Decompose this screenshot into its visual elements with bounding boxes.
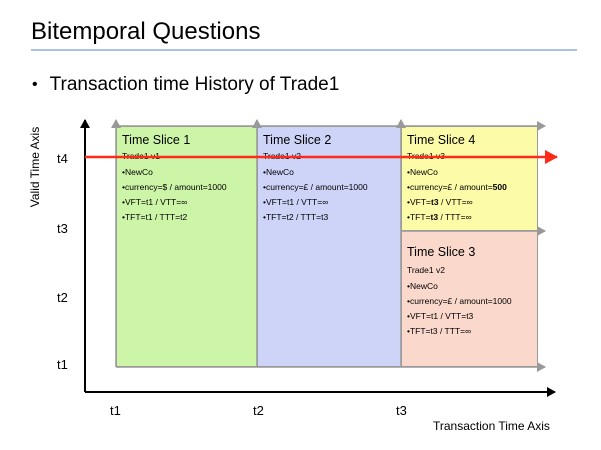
time-slice-4-bold: t3 [430, 212, 439, 222]
x-axis-label: Transaction Time Axis [433, 419, 550, 433]
time-slice-3-line: currency=£ / amount=1000 [407, 294, 537, 309]
time-slice-3-line: VFT=t1 / VTT=t3 [407, 309, 537, 324]
time-slice-2-line: NewCo [263, 165, 401, 180]
time-slice-3-line: NewCo [407, 279, 537, 294]
y-tick-t2: t2 [57, 290, 68, 305]
x-tick-t1: t1 [110, 403, 121, 418]
time-slice-1-line: NewCo [122, 165, 257, 180]
time-slice-4-text: VFT= [409, 197, 432, 207]
time-slice-4-text: / VTT=∞ [438, 197, 473, 207]
time-slice-1: Time Slice 1 Trade1 v1 NewCo currency=$ … [116, 126, 258, 367]
bullet-text: Transaction time History of Trade1 [49, 74, 340, 95]
time-slice-1-line: TFT=t1 / TTT=t2 [122, 210, 257, 225]
time-slice-2-line: VFT=t1 / VTT=∞ [263, 195, 401, 210]
time-slice-1-line: VFT=t1 / VTT=∞ [122, 195, 257, 210]
time-slice-4-line: TFT=t3 / TTT=∞ [407, 210, 537, 225]
time-slice-3-line: TFT=t3 / TTT=∞ [407, 324, 537, 339]
time-slice-4-bold: t3 [431, 197, 439, 207]
time-slice-4-bold: 500 [492, 182, 507, 192]
y-axis-label: Valid Time Axis [28, 126, 42, 208]
time-slice-4-text: / TTT=∞ [438, 212, 472, 222]
time-slice-2-heading: Time Slice 2 [263, 133, 332, 147]
bullet-icon: • [32, 76, 38, 93]
y-tick-t3: t3 [57, 221, 68, 236]
time-slice-4-line: NewCo [407, 165, 537, 180]
time-slice-3-heading: Time Slice 3 [407, 245, 476, 259]
time-slice-4-line: currency=£ / amount=500 [407, 180, 537, 195]
title-underline [31, 49, 577, 51]
slide-title: Bitemporal Questions [31, 18, 261, 45]
time-slice-1-heading: Time Slice 1 [122, 133, 191, 147]
time-slice-3: Time Slice 3 Trade1 v2 NewCo currency=£ … [401, 230, 538, 367]
time-slice-2: Time Slice 2 Trade1 v2 NewCo currency=£ … [257, 126, 402, 367]
time-slice-4-heading: Time Slice 4 [407, 133, 476, 147]
time-slice-4-text: TFT= [409, 212, 431, 222]
time-slice-2-line: TFT=t2 / TTT=t3 [263, 210, 401, 225]
y-tick-t1: t1 [57, 357, 68, 372]
time-slice-4-line: VFT=t3 / VTT=∞ [407, 195, 537, 210]
bullet-point: • Transaction time History of Trade1 [32, 74, 339, 96]
x-tick-t2: t2 [253, 403, 264, 418]
x-tick-t3: t3 [396, 403, 407, 418]
y-tick-t4: t4 [57, 151, 68, 166]
time-slice-4-text: currency=£ / amount= [409, 182, 493, 192]
time-slice-2-line: currency=£ / amount=1000 [263, 180, 401, 195]
time-slice-1-line: currency=$ / amount=1000 [122, 180, 257, 195]
time-slice-3-version: Trade1 v2 [407, 265, 445, 275]
